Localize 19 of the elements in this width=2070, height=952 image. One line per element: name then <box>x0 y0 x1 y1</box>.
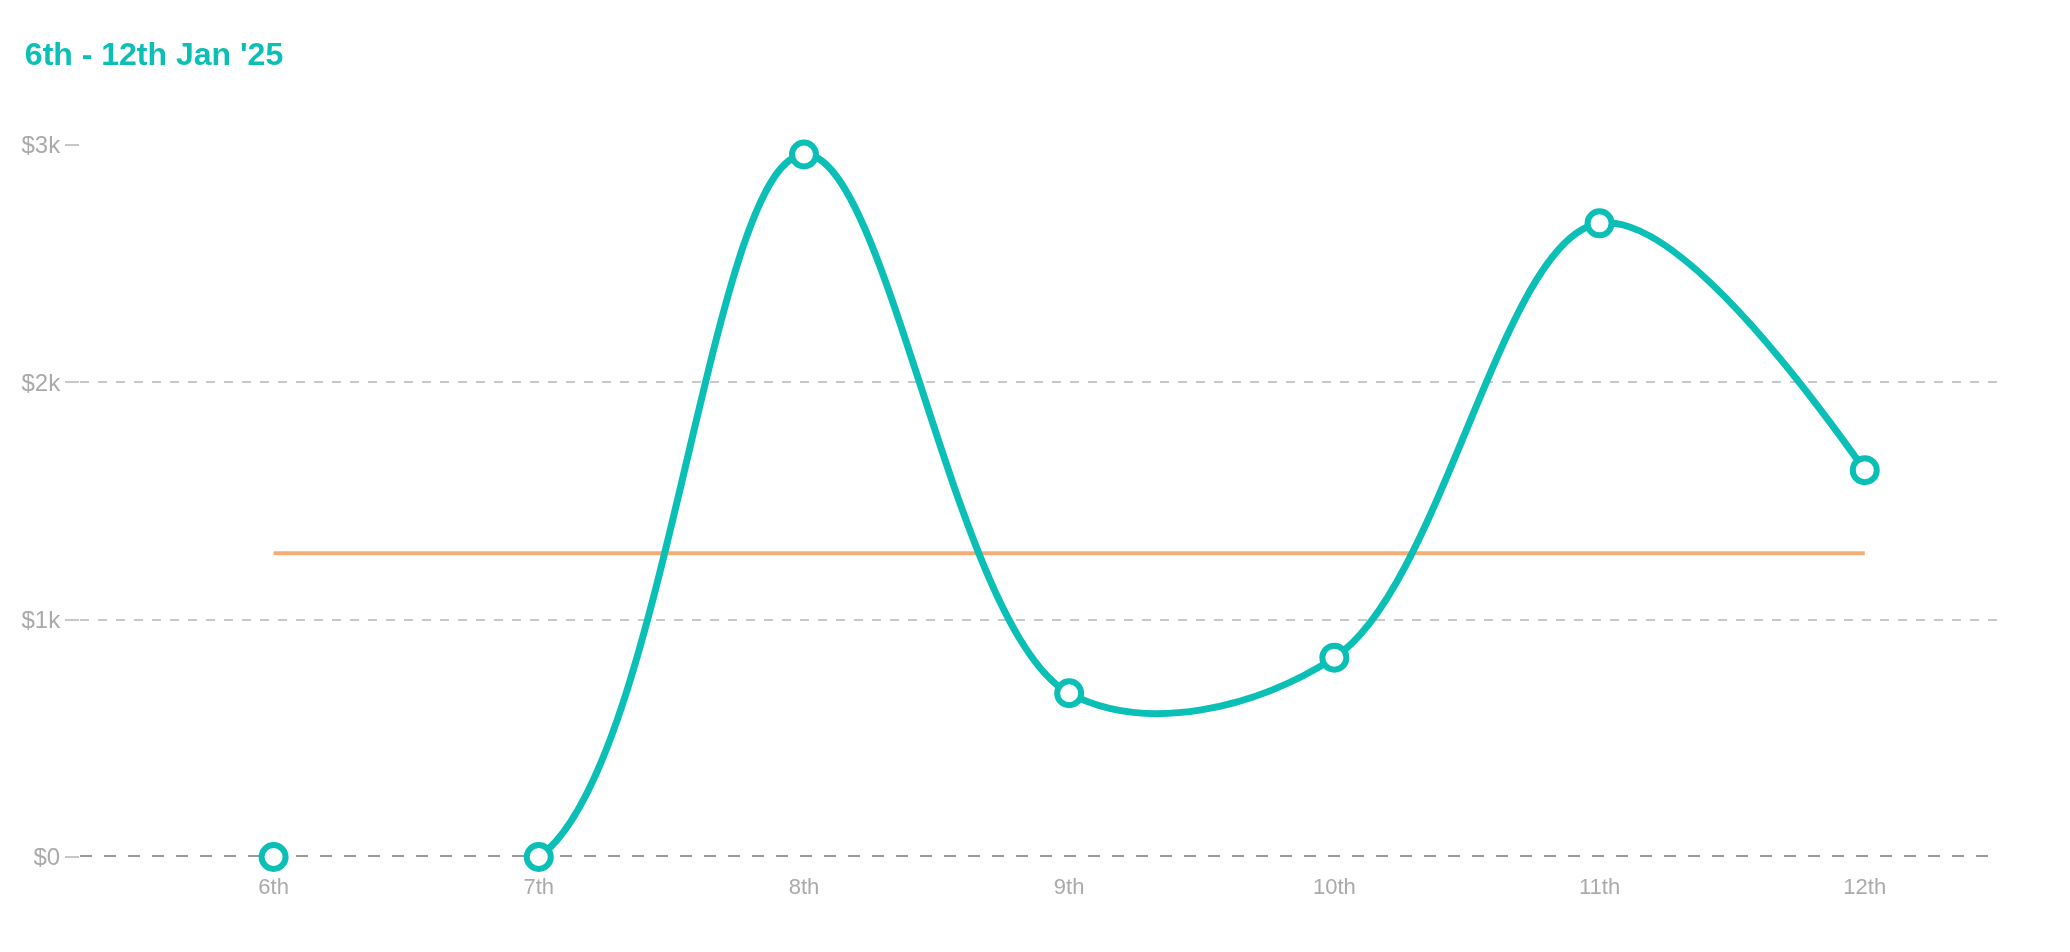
point <box>258 842 289 872</box>
x-tick-label: 8th <box>788 874 820 899</box>
point <box>1319 642 1350 673</box>
point <box>1584 208 1615 239</box>
chart-title: 6th - 12th Jan '25 <box>24 36 284 73</box>
point <box>1849 455 1880 486</box>
y-tick-label: $2k <box>21 368 62 396</box>
x-tick-label: 7th <box>523 874 555 899</box>
x-tick-label: 11th <box>1578 874 1621 899</box>
x-tick-label: 9th <box>1053 874 1085 899</box>
point <box>788 139 819 170</box>
point <box>1054 678 1085 709</box>
point <box>523 842 554 872</box>
x-tick-label: 12th <box>1843 874 1887 899</box>
x-tick-label: 10th <box>1312 874 1356 899</box>
y-tick-label: $1k <box>21 606 62 634</box>
x-tick-label: 6th <box>258 874 289 899</box>
y-tick-label: $0 <box>33 843 61 871</box>
y-tick-label: $3k <box>21 131 62 159</box>
